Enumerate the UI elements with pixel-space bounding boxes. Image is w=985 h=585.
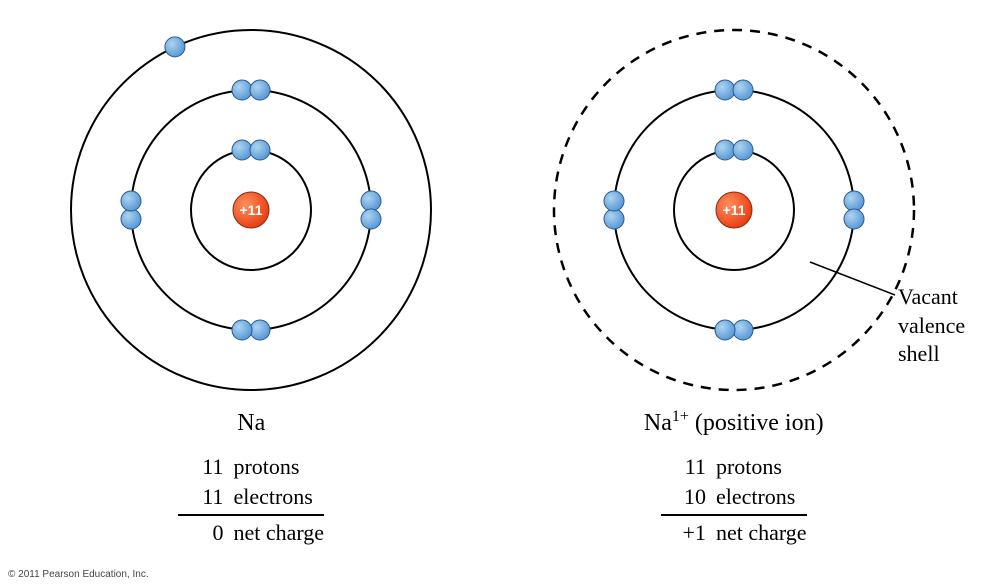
net-charge-label: net charge: [716, 520, 807, 546]
atom-label-neutral: Na: [237, 408, 265, 437]
proton-label: protons: [233, 454, 299, 480]
net-charge-label: net charge: [233, 520, 324, 546]
annotation-line3: shell: [898, 341, 940, 366]
vacant-shell-annotation: Vacant valence shell: [898, 283, 965, 369]
atom-panel-neutral: +11 Na 11 protons 11 electrons 0 net cha…: [10, 20, 493, 548]
diagram-container: +11 Na 11 protons 11 electrons 0 net cha…: [0, 0, 985, 548]
table-row: +1 net charge: [661, 518, 807, 548]
table-row: 11 electrons: [178, 482, 324, 512]
atom-label-ion: Na1+ (positive ion): [644, 408, 824, 437]
charge-table-ion: 11 protons 10 electrons +1 net charge: [661, 452, 807, 548]
atom-symbol: Na: [237, 410, 265, 436]
net-charge-value: 0: [178, 520, 233, 546]
table-row: 11 protons: [661, 452, 807, 482]
atom-diagram-ion: +11: [544, 20, 924, 400]
annotation-line2: valence: [898, 313, 965, 338]
proton-count: 11: [661, 454, 716, 480]
electron-count: 11: [178, 484, 233, 510]
electron-count: 10: [661, 484, 716, 510]
atom-symbol: Na: [644, 410, 672, 436]
table-row: 11 protons: [178, 452, 324, 482]
electron-label: electrons: [233, 484, 312, 510]
table-row: 10 electrons: [661, 482, 807, 512]
proton-count: 11: [178, 454, 233, 480]
svg-text:+11: +11: [240, 202, 263, 218]
charge-table-neutral: 11 protons 11 electrons 0 net charge: [178, 452, 324, 548]
atom-diagram-neutral: +11: [61, 20, 441, 400]
atom-charge-sup: 1+: [672, 408, 689, 425]
table-row: 0 net charge: [178, 518, 324, 548]
annotation-line1: Vacant: [898, 284, 958, 309]
copyright-text: © 2011 Pearson Education, Inc.: [8, 569, 149, 580]
atom-label-suffix: (positive ion): [689, 410, 824, 436]
table-divider: [178, 514, 324, 516]
net-charge-value: +1: [661, 520, 716, 546]
electron-label: electrons: [716, 484, 795, 510]
proton-label: protons: [716, 454, 782, 480]
table-divider: [661, 514, 807, 516]
svg-text:+11: +11: [722, 202, 745, 218]
